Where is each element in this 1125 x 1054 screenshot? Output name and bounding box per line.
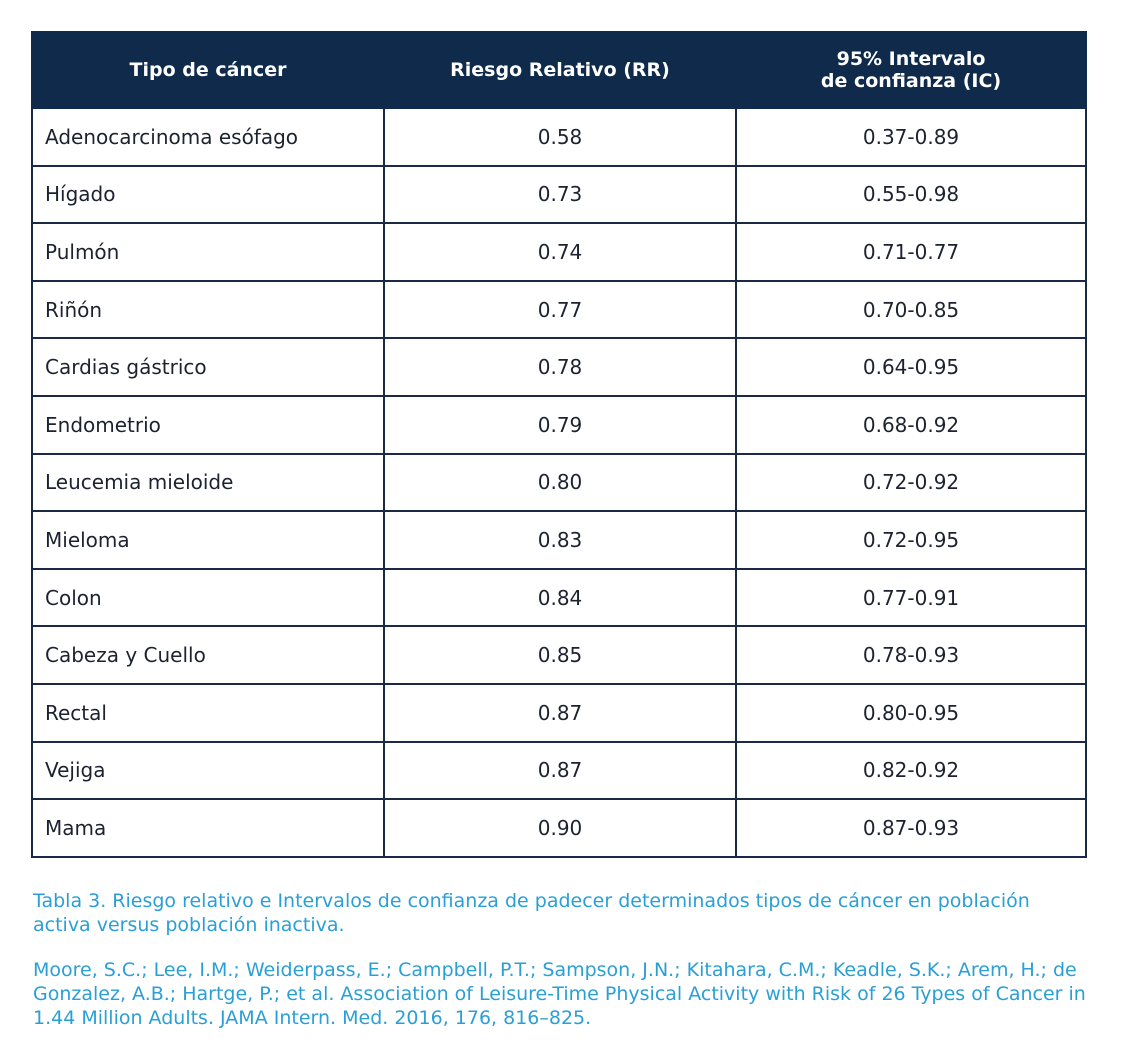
confidence-interval-cell: 0.70-0.85 [735, 279, 1087, 340]
cancer-type-cell: Mieloma [31, 510, 385, 570]
relative-risk-cell: 0.80 [383, 452, 737, 513]
table-row: Vejiga 0.87 0.82-0.92 [31, 740, 1087, 801]
confidence-interval-cell: 0.37-0.89 [735, 107, 1087, 167]
confidence-interval-cell: 0.72-0.92 [735, 452, 1087, 513]
header-relative-risk: Riesgo Relativo (RR) [383, 31, 737, 109]
relative-risk-cell: 0.77 [383, 279, 737, 340]
table-reference: Moore, S.C.; Lee, I.M.; Weiderpass, E.; … [33, 959, 1086, 1029]
cancer-type-cell: Leucemia mieloide [31, 452, 385, 513]
confidence-interval-cell: 0.64-0.95 [735, 337, 1087, 397]
cancer-type-cell: Endometrio [31, 394, 385, 455]
table-row: Cabeza y Cuello 0.85 0.78-0.93 [31, 625, 1087, 685]
cancer-type-cell: Riñón [31, 279, 385, 340]
cancer-risk-table-container: Tipo de cáncer Riesgo Relativo (RR) 95% … [31, 31, 1087, 858]
cancer-type-cell: Rectal [31, 682, 385, 743]
relative-risk-cell: 0.87 [383, 740, 737, 801]
table-row: Mama 0.90 0.87-0.93 [31, 798, 1087, 858]
table-header-row: Tipo de cáncer Riesgo Relativo (RR) 95% … [31, 31, 1087, 109]
table-row: Endometrio 0.79 0.68-0.92 [31, 394, 1087, 455]
relative-risk-cell: 0.79 [383, 394, 737, 455]
table-row: Rectal 0.87 0.80-0.95 [31, 682, 1087, 743]
cancer-risk-table: Tipo de cáncer Riesgo Relativo (RR) 95% … [31, 31, 1087, 858]
relative-risk-cell: 0.90 [383, 798, 737, 858]
relative-risk-cell: 0.84 [383, 567, 737, 628]
cancer-type-cell: Pulmón [31, 222, 385, 282]
confidence-interval-cell: 0.80-0.95 [735, 682, 1087, 743]
table-row: Leucemia mieloide 0.80 0.72-0.92 [31, 452, 1087, 513]
cancer-type-cell: Hígado [31, 164, 385, 225]
relative-risk-cell: 0.73 [383, 164, 737, 225]
confidence-interval-cell: 0.72-0.95 [735, 510, 1087, 570]
confidence-interval-cell: 0.71-0.77 [735, 222, 1087, 282]
relative-risk-cell: 0.58 [383, 107, 737, 167]
cancer-type-cell: Cabeza y Cuello [31, 625, 385, 685]
cancer-type-cell: Vejiga [31, 740, 385, 801]
table-row: Cardias gástrico 0.78 0.64-0.95 [31, 337, 1087, 397]
cancer-type-cell: Adenocarcinoma esófago [31, 107, 385, 167]
confidence-interval-cell: 0.87-0.93 [735, 798, 1087, 858]
table-row: Mieloma 0.83 0.72-0.95 [31, 510, 1087, 570]
confidence-interval-cell: 0.78-0.93 [735, 625, 1087, 685]
confidence-interval-cell: 0.82-0.92 [735, 740, 1087, 801]
cancer-type-cell: Cardias gástrico [31, 337, 385, 397]
cancer-type-cell: Mama [31, 798, 385, 858]
table-row: Adenocarcinoma esófago 0.58 0.37-0.89 [31, 107, 1087, 167]
header-confidence-interval: 95% Intervalo de confianza (IC) [735, 31, 1087, 109]
cancer-type-cell: Colon [31, 567, 385, 628]
relative-risk-cell: 0.85 [383, 625, 737, 685]
relative-risk-cell: 0.87 [383, 682, 737, 743]
header-cancer-type: Tipo de cáncer [31, 31, 385, 109]
table-body: Adenocarcinoma esófago 0.58 0.37-0.89 Hígad… [31, 107, 1087, 858]
table-caption: Tabla 3. Riesgo relativo e Intervalos de… [33, 890, 1030, 936]
relative-risk-cell: 0.74 [383, 222, 737, 282]
table-row: Colon 0.84 0.77-0.91 [31, 567, 1087, 628]
confidence-interval-cell: 0.68-0.92 [735, 394, 1087, 455]
confidence-interval-cell: 0.77-0.91 [735, 567, 1087, 628]
table-row: Hígado 0.73 0.55-0.98 [31, 164, 1087, 225]
table-row: Riñón 0.77 0.70-0.85 [31, 279, 1087, 340]
relative-risk-cell: 0.83 [383, 510, 737, 570]
relative-risk-cell: 0.78 [383, 337, 737, 397]
confidence-interval-cell: 0.55-0.98 [735, 164, 1087, 225]
table-row: Pulmón 0.74 0.71-0.77 [31, 222, 1087, 282]
